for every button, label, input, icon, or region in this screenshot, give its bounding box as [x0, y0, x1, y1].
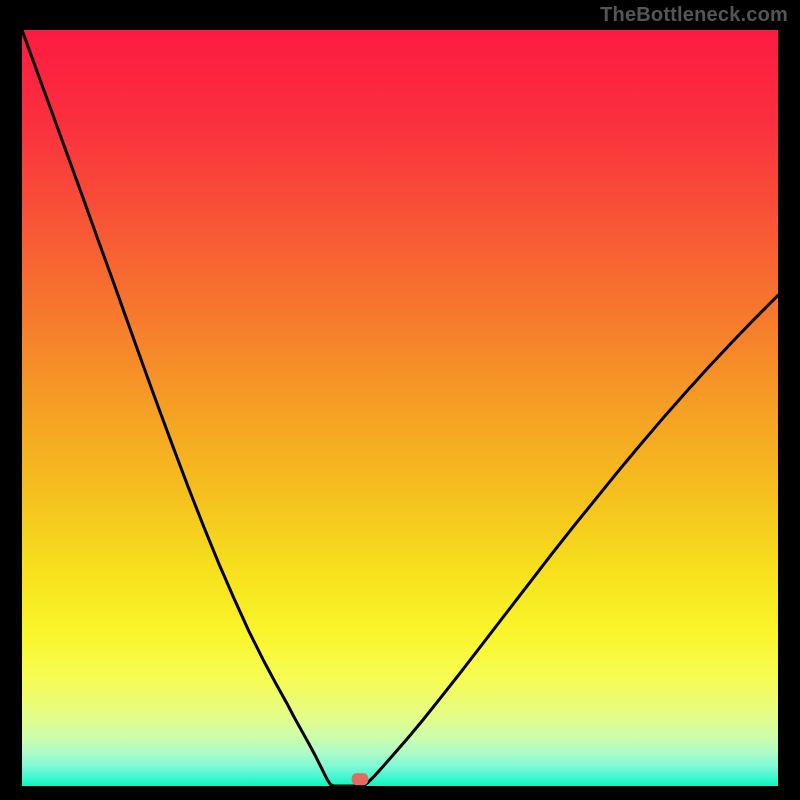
- bottleneck-chart: [0, 0, 800, 800]
- figure-frame: { "watermark": { "text": "TheBottleneck.…: [0, 0, 800, 800]
- watermark-text: TheBottleneck.com: [600, 4, 788, 27]
- optimum-marker: [352, 773, 369, 785]
- plot-background: [22, 30, 778, 786]
